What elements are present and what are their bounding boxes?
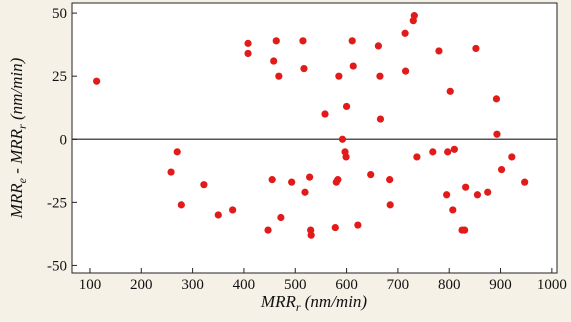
data-point <box>508 153 516 161</box>
data-point <box>493 130 501 138</box>
data-point <box>367 170 375 179</box>
x-tick-label: 1000 <box>537 277 567 293</box>
data-point <box>288 178 296 186</box>
data-point <box>338 135 347 143</box>
data-point <box>342 153 350 161</box>
y-axis-title: MRRe - MRRr (nm/min) <box>7 57 29 219</box>
data-point <box>348 37 356 45</box>
x-tick-label: 900 <box>489 277 512 293</box>
data-point <box>444 148 452 156</box>
x-tick-label: 400 <box>233 277 256 293</box>
data-point <box>321 110 329 118</box>
y-axis-ticks: -50 -25 0 25 50 <box>47 6 77 274</box>
data-point <box>277 213 285 222</box>
y-tick-label: 25 <box>52 69 67 85</box>
data-point <box>462 183 470 191</box>
y-tick-label: -50 <box>47 258 67 274</box>
data-point <box>484 188 492 196</box>
data-point <box>244 39 252 47</box>
data-point <box>450 145 458 153</box>
data-point <box>472 44 480 53</box>
data-point <box>268 176 276 184</box>
data-point <box>275 72 283 80</box>
data-point <box>200 181 208 189</box>
data-point <box>386 176 394 184</box>
data-point <box>229 206 237 214</box>
data-point <box>335 72 343 80</box>
data-point <box>473 191 482 199</box>
data-point <box>214 211 222 219</box>
x-tick-label: 700 <box>387 277 410 293</box>
y-tick-label: 50 <box>52 6 67 22</box>
data-point <box>521 178 529 186</box>
data-point <box>461 226 469 234</box>
data-point <box>299 37 307 45</box>
x-axis-ticks: 100 200 300 400 500 600 700 800 900 1000 <box>79 268 567 293</box>
data-points <box>93 12 529 239</box>
data-point <box>173 148 181 156</box>
data-point <box>306 173 314 181</box>
data-point <box>264 226 272 234</box>
data-point <box>376 72 384 80</box>
data-point <box>354 221 362 229</box>
data-point <box>244 49 252 58</box>
plot-area <box>71 2 558 274</box>
x-tick-label: 200 <box>130 277 153 293</box>
y-tick-label: 0 <box>60 132 68 148</box>
x-tick-label: 100 <box>79 277 102 293</box>
data-point <box>272 37 280 45</box>
data-point <box>435 47 443 55</box>
data-point <box>401 29 409 37</box>
data-point <box>413 153 421 161</box>
data-point <box>307 231 315 239</box>
data-point <box>386 201 394 209</box>
data-point <box>449 206 457 214</box>
data-point <box>374 42 382 50</box>
data-point <box>410 12 418 20</box>
data-point <box>93 77 101 85</box>
data-point <box>334 176 342 184</box>
data-point <box>349 62 357 70</box>
y-tick-label: -25 <box>47 195 67 211</box>
data-point <box>342 102 351 111</box>
data-point <box>492 95 501 103</box>
data-point <box>301 188 309 196</box>
data-point <box>401 67 410 75</box>
data-point <box>443 191 451 199</box>
data-point <box>270 57 278 65</box>
data-point <box>497 165 506 174</box>
x-tick-label: 600 <box>335 277 358 293</box>
data-point <box>446 87 454 95</box>
data-point <box>331 223 339 232</box>
x-axis-title: MRRr (nm/min) <box>260 292 368 314</box>
data-point <box>376 115 385 123</box>
data-point <box>167 168 175 176</box>
data-point <box>300 65 308 73</box>
x-tick-label: 500 <box>284 277 307 293</box>
data-point <box>429 148 437 156</box>
x-tick-label: 800 <box>438 277 461 293</box>
data-point <box>177 201 185 209</box>
x-tick-label: 300 <box>181 277 204 293</box>
